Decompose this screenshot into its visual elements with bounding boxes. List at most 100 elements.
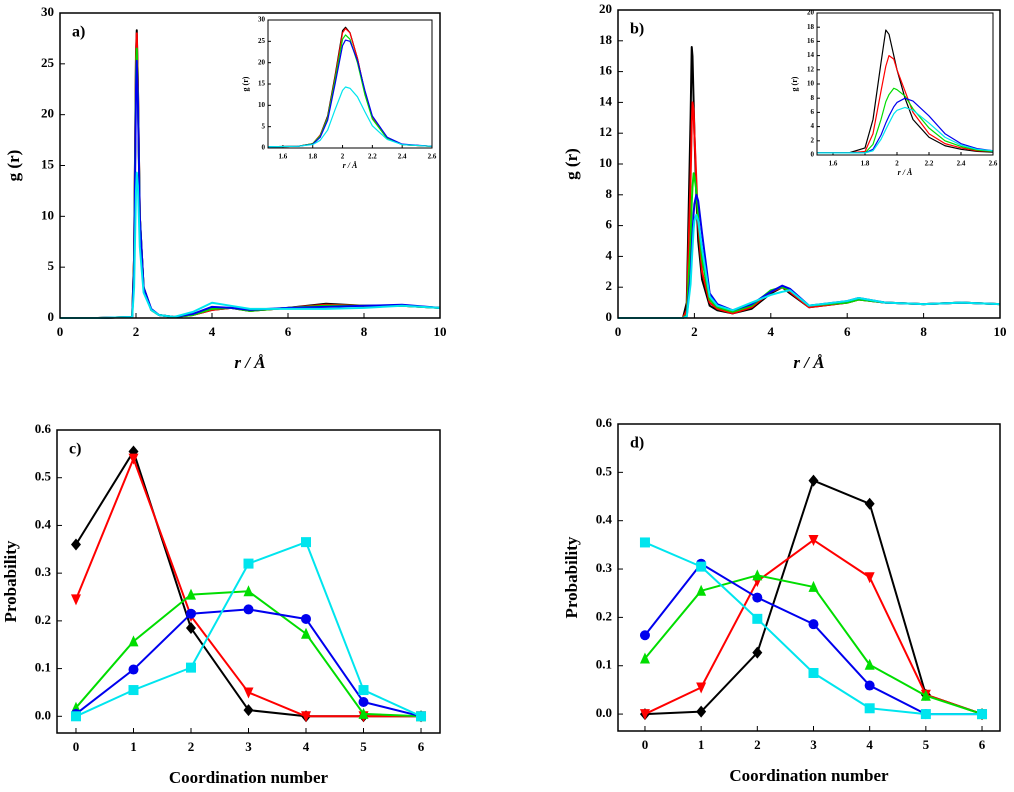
y-tick-label: 18: [807, 23, 815, 31]
y-tick-label: 0: [811, 151, 815, 159]
marker: [243, 687, 254, 699]
series-line: [817, 87, 994, 154]
marker: [416, 711, 427, 722]
marker: [864, 703, 875, 714]
series-line: [817, 97, 994, 154]
panel-label: b): [630, 21, 644, 38]
marker: [243, 604, 254, 615]
plot-frame: [267, 19, 433, 149]
x-tick-label: 2: [895, 160, 899, 168]
x-axis-label: Coordination number: [729, 766, 889, 785]
marker: [243, 585, 254, 597]
marker: [185, 608, 196, 619]
marker: [243, 704, 254, 717]
y-tick-label: 2: [811, 136, 815, 144]
marker: [639, 709, 650, 721]
x-tick-label: 2.6: [428, 153, 437, 161]
x-tick-label: 0: [615, 324, 622, 339]
y-tick-label: 25: [258, 37, 266, 45]
marker: [977, 709, 988, 720]
series-line: [75, 608, 422, 718]
y-tick-label: 0.2: [596, 608, 612, 623]
y-tick-label: 0.3: [596, 560, 613, 575]
marker: [128, 635, 139, 647]
y-axis-label: g (r): [4, 150, 23, 182]
y-tick-label: 0.0: [596, 705, 612, 720]
marker: [358, 685, 369, 696]
x-axis-label: r / Å: [343, 161, 358, 170]
x-tick-label: 1.6: [829, 160, 838, 168]
x-tick-label: 1: [130, 739, 137, 754]
series-line: [817, 55, 994, 154]
x-tick-label: 4: [209, 324, 216, 339]
plot-frame: [617, 423, 1001, 732]
marker: [185, 662, 196, 673]
x-tick-label: 2.4: [398, 153, 407, 161]
marker: [696, 705, 707, 718]
y-tick-label: 10: [41, 207, 54, 222]
series-line: [75, 450, 422, 718]
y-tick-label: 20: [807, 9, 815, 17]
y-tick-label: 8: [811, 94, 815, 102]
marker: [128, 664, 139, 675]
panel-label: c): [69, 441, 81, 458]
marker: [752, 592, 763, 603]
plot-frame: [56, 429, 441, 734]
y-tick-label: 0.4: [596, 512, 613, 527]
y-tick-label: 0: [262, 144, 266, 152]
marker: [696, 561, 707, 572]
y-axis-label: g (r): [241, 76, 250, 91]
marker: [696, 584, 707, 596]
x-tick-label: 2.6: [989, 160, 998, 168]
marker: [358, 696, 369, 707]
series-line: [267, 86, 433, 148]
marker: [301, 613, 312, 624]
y-tick-label: 15: [41, 156, 55, 171]
y-tick-label: 12: [807, 65, 815, 73]
marker: [301, 537, 312, 548]
x-tick-label: 3: [245, 739, 252, 754]
y-axis-label: g (r): [790, 76, 799, 91]
marker: [752, 569, 763, 581]
x-tick-label: 8: [920, 324, 927, 339]
series-line: [817, 106, 994, 154]
y-tick-label: 2: [606, 278, 613, 293]
y-tick-label: 6: [811, 108, 815, 116]
panel-label: a): [72, 24, 85, 41]
marker: [808, 667, 819, 678]
y-tick-label: 30: [41, 4, 54, 19]
marker: [808, 474, 819, 487]
y-tick-label: 0.6: [35, 421, 52, 436]
y-tick-label: 15: [258, 80, 266, 88]
y-tick-label: 30: [258, 16, 266, 24]
inset-background: [817, 13, 993, 155]
y-tick-label: 8: [606, 186, 613, 201]
plot-frame: [816, 12, 994, 156]
x-tick-label: 10: [434, 324, 447, 339]
marker: [920, 709, 931, 720]
marker: [864, 497, 875, 510]
marker: [864, 658, 875, 670]
y-tick-label: 0: [48, 309, 55, 324]
y-tick-label: 4: [811, 122, 815, 130]
y-tick-label: 5: [262, 122, 266, 130]
marker: [808, 619, 819, 630]
y-tick-label: 0.4: [35, 516, 52, 531]
x-axis-label: r / Å: [898, 168, 913, 177]
x-tick-label: 3: [810, 737, 817, 752]
x-tick-label: 2.2: [368, 153, 377, 161]
x-tick-label: 5: [360, 739, 367, 754]
x-tick-label: 6: [844, 324, 851, 339]
marker: [864, 680, 875, 691]
y-tick-label: 5: [48, 258, 55, 273]
x-tick-label: 10: [994, 324, 1007, 339]
marker: [128, 685, 139, 696]
marker: [639, 537, 650, 548]
series-line: [618, 213, 1001, 319]
series-line: [644, 574, 983, 716]
y-tick-label: 0.2: [35, 612, 51, 627]
y-tick-label: 12: [599, 124, 612, 139]
y-tick-label: 16: [599, 63, 613, 78]
x-tick-label: 2: [133, 324, 140, 339]
y-tick-label: 20: [258, 58, 266, 66]
